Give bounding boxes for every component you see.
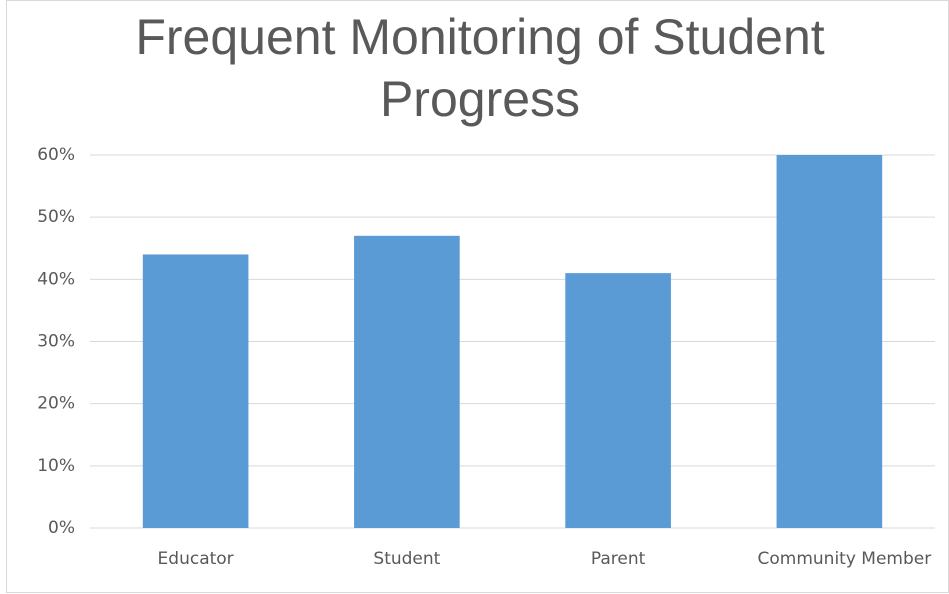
y-tick-label: 30%	[37, 332, 75, 352]
bar	[354, 235, 460, 529]
x-tick-label: Community Member	[758, 549, 932, 569]
chart-title: Frequent Monitoring of Student Progress	[135, 9, 825, 127]
x-tick-label: Student	[373, 549, 440, 569]
y-tick-label: 10%	[37, 456, 75, 476]
bar	[142, 254, 249, 528]
y-tick-label: 0%	[48, 518, 75, 538]
y-tick-label: 40%	[37, 269, 75, 289]
x-tick-label: Educator	[158, 549, 234, 569]
y-tick-label: 20%	[37, 394, 75, 414]
y-tick-label: 60%	[37, 145, 75, 165]
bar	[565, 273, 671, 528]
x-tick-label: Parent	[591, 549, 646, 569]
bar	[776, 155, 883, 528]
y-tick-label: 50%	[37, 207, 75, 227]
